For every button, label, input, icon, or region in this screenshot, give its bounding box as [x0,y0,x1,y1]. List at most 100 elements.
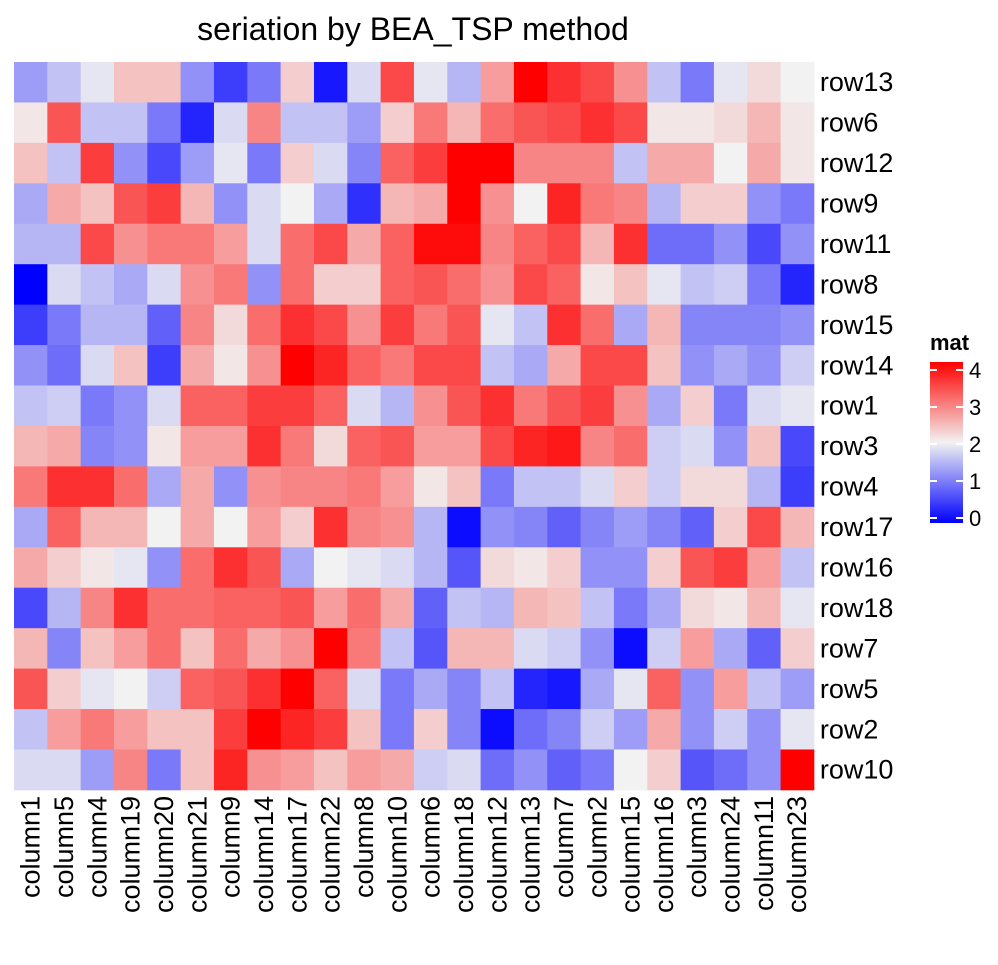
heatmap-cell-row16-column15 [613,547,648,589]
heatmap-cell-row11-column17 [280,223,315,265]
heatmap-cell-row5-column24 [713,668,748,710]
heatmap-cell-row5-column13 [513,668,548,710]
column-label-column22: column22 [316,796,346,913]
heatmap-cell-row6-column24 [713,102,748,144]
heatmap-cell-row3-column10 [380,425,415,467]
heatmap-cell-row11-column16 [647,223,681,265]
heatmap-cell-row13-column8 [347,62,382,103]
heatmap-cell-row10-column3 [680,749,715,791]
heatmap-cell-row17-column19 [113,506,148,548]
heatmap-cell-row10-column19 [113,749,148,791]
heatmap-cell-row14-column14 [247,345,282,386]
heatmap-cell-row15-column24 [713,304,748,346]
heatmap-cell-row4-column1 [14,466,48,508]
heatmap-cell-row18-column22 [313,587,348,629]
heatmap-cell-row13-column7 [547,62,582,103]
heatmap-cell-row11-column9 [213,223,248,265]
heatmap-cell-row14-column23 [780,345,815,386]
heatmap-cell-row7-column8 [347,628,382,669]
heatmap-cell-row1-column13 [513,385,548,427]
heatmap-cell-row12-column4 [80,142,115,184]
column-label-column21: column21 [182,796,212,913]
heatmap-cell-row3-column14 [247,425,282,467]
heatmap-cell-row13-column16 [647,62,681,103]
heatmap-cell-row16-column2 [580,547,615,589]
heatmap-cell-row10-column4 [80,749,115,791]
heatmap-cell-row7-column15 [613,628,648,669]
heatmap-cell-row8-column3 [680,264,715,306]
heatmap-cell-row7-column10 [380,628,415,669]
heatmap-cell-row17-column7 [547,506,582,548]
heatmap-cell-row10-column17 [280,749,315,791]
heatmap-cell-row13-column10 [380,62,415,103]
heatmap-cell-row7-column19 [113,628,148,669]
heatmap-cell-row3-column6 [413,425,448,467]
heatmap-cell-row12-column1 [14,142,48,184]
heatmap-cell-row4-column11 [747,466,781,508]
heatmap-cell-row8-column21 [180,264,215,306]
column-label-column4: column4 [82,796,112,898]
heatmap-cell-row10-column22 [313,749,348,791]
heatmap-cell-row1-column3 [680,385,715,427]
row-labels: row13 row6 row12 row9 row11 row8 row15 row14 row… [820,67,894,784]
heatmap-cell-row4-column15 [613,466,648,508]
heatmap-cell-row16-column17 [280,547,315,589]
row-label-row13: row13 [820,67,894,97]
heatmap-cell-row17-column9 [213,506,248,548]
heatmap-cell-row11-column5 [47,223,82,265]
heatmap-cell-row1-column10 [380,385,415,427]
heatmap-cell-row1-column14 [247,385,282,427]
heatmap-cell-row13-column9 [213,62,248,103]
heatmap-cell-row18-column11 [747,587,781,629]
heatmap-cell-row10-column11 [747,749,781,791]
heatmap-cell-row4-column20 [147,466,182,508]
heatmap-cell-row12-column7 [547,142,582,184]
heatmap-cell-row6-column6 [413,102,448,144]
heatmap-cell-row18-column16 [647,587,681,629]
heatmap-cell-row3-column17 [280,425,315,467]
heatmap-cell-row17-column17 [280,506,315,548]
heatmap-cell-row5-column7 [547,668,582,710]
heatmap-cell-row3-column24 [713,425,748,467]
heatmap-cell-row7-column12 [480,628,515,669]
column-label-column9: column9 [216,796,246,898]
heatmap-cell-row2-column19 [113,709,148,750]
heatmap-cell-row2-column5 [47,709,82,750]
heatmap-cell-row16-column13 [513,547,548,589]
heatmap-cell-row15-column16 [647,304,681,346]
heatmap-cell-row9-column1 [14,183,48,225]
heatmap-cell-row5-column2 [580,668,615,710]
heatmap-cell-row16-column24 [713,547,748,589]
heatmap-cell-row18-column18 [447,587,482,629]
heatmap-cell-row6-column22 [313,102,348,144]
heatmap-cell-row13-column14 [247,62,282,103]
heatmap-cell-row1-column6 [413,385,448,427]
heatmap-cell-row2-column23 [780,709,815,750]
heatmap-cell-row9-column14 [247,183,282,225]
heatmap-cell-row7-column24 [713,628,748,669]
heatmap-cell-row16-column11 [747,547,781,589]
heatmap-cell-row2-column12 [480,709,515,750]
column-label-column18: column18 [449,796,479,913]
heatmap-cell-row14-column21 [180,345,215,386]
heatmap-cell-row4-column18 [447,466,482,508]
heatmap-cell-row5-column3 [680,668,715,710]
heatmap-cell-row4-column3 [680,466,715,508]
heatmap-cell-row3-column3 [680,425,715,467]
heatmap-cell-row4-column24 [713,466,748,508]
legend-tick-label-2: 2 [969,432,981,457]
heatmap-cell-row13-column22 [313,62,348,103]
legend-tick-label-3: 3 [969,395,981,420]
heatmap-cell-row15-column4 [80,304,115,346]
heatmap-cell-row13-column23 [780,62,815,103]
heatmap-cell-row12-column8 [347,142,382,184]
heatmap-cell-row14-column2 [580,345,615,386]
column-label-column12: column12 [482,796,512,913]
heatmap-cell-row13-column12 [480,62,515,103]
column-label-column8: column8 [349,796,379,898]
heatmap-cell-row12-column3 [680,142,715,184]
heatmap-cell-row7-column21 [180,628,215,669]
heatmap-cell-row8-column2 [580,264,615,306]
heatmap-cell-row7-column2 [580,628,615,669]
